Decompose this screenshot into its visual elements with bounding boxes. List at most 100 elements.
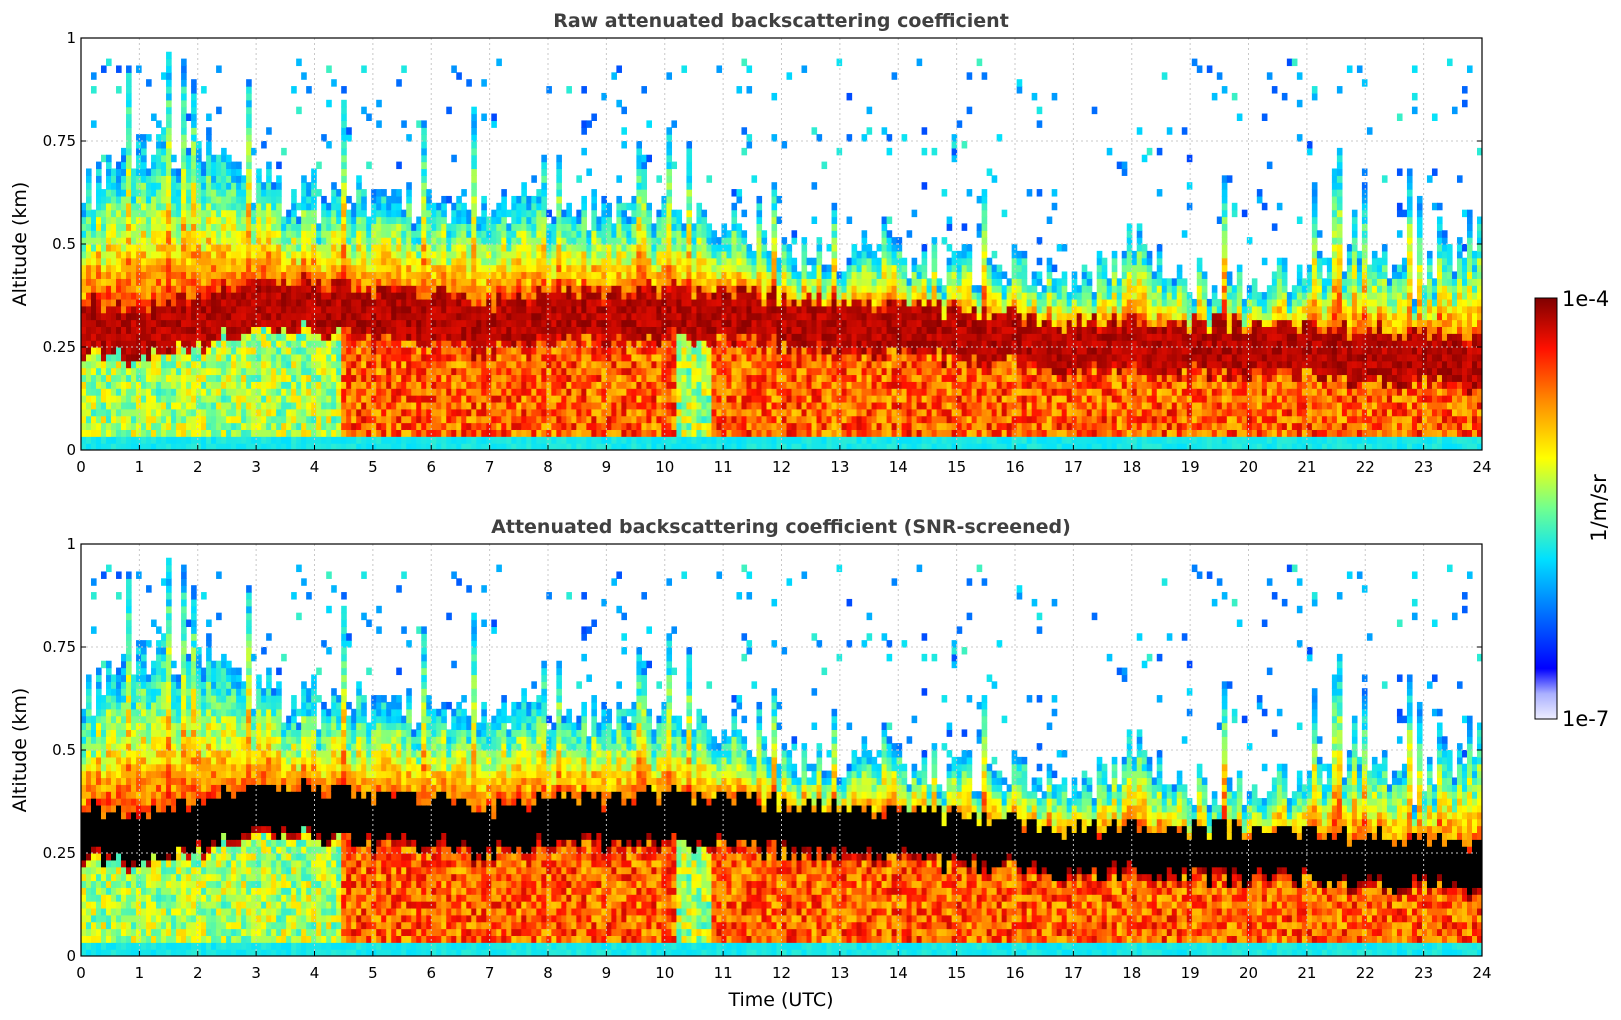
heatmap-cell bbox=[406, 182, 412, 190]
heatmap-cell bbox=[291, 388, 297, 396]
heatmap-cell bbox=[671, 271, 678, 279]
heatmap-cell bbox=[566, 381, 572, 389]
heatmap-cell bbox=[551, 443, 557, 450]
heatmap-cell bbox=[191, 278, 197, 286]
heatmap-cell bbox=[686, 312, 693, 321]
heatmap-cell bbox=[261, 182, 267, 190]
heatmap-cell bbox=[681, 326, 688, 334]
heatmap-cell bbox=[91, 312, 97, 321]
heatmap-cell bbox=[286, 395, 292, 403]
heatmap-cell bbox=[581, 86, 587, 94]
heatmap-cell bbox=[101, 223, 107, 231]
heatmap-cell bbox=[346, 312, 352, 321]
heatmap-cell bbox=[631, 381, 637, 389]
heatmap-cell bbox=[421, 443, 427, 450]
heatmap-cell bbox=[426, 271, 432, 279]
heatmap-cell bbox=[406, 347, 412, 355]
heatmap-cell bbox=[641, 319, 647, 327]
heatmap-cell bbox=[216, 388, 222, 396]
heatmap-cell bbox=[136, 395, 142, 403]
heatmap-cell bbox=[561, 443, 567, 450]
heatmap-cell bbox=[566, 443, 572, 450]
heatmap-cell bbox=[161, 360, 167, 369]
heatmap-cell bbox=[541, 381, 547, 389]
heatmap-cell bbox=[526, 244, 532, 252]
heatmap-cell bbox=[661, 395, 668, 403]
heatmap-cell bbox=[406, 340, 412, 348]
heatmap-cell bbox=[181, 141, 187, 149]
heatmap-cell bbox=[241, 209, 247, 218]
heatmap-cell bbox=[91, 333, 97, 341]
heatmap-cell bbox=[181, 72, 187, 80]
heatmap-cell bbox=[186, 401, 192, 410]
heatmap-cell bbox=[326, 209, 332, 218]
heatmap-cell bbox=[391, 305, 397, 314]
heatmap-cell bbox=[466, 305, 472, 314]
heatmap-cell bbox=[101, 292, 107, 300]
heatmap-cell bbox=[226, 223, 232, 231]
heatmap-cell bbox=[286, 408, 292, 417]
heatmap-cell bbox=[221, 230, 227, 238]
heatmap-cell bbox=[436, 422, 442, 430]
heatmap-cell bbox=[636, 429, 642, 437]
heatmap-cell bbox=[256, 353, 262, 362]
heatmap-cell bbox=[306, 319, 312, 327]
heatmap-cell bbox=[411, 223, 417, 231]
heatmap-cell bbox=[421, 120, 427, 128]
heatmap-cell bbox=[221, 353, 227, 362]
heatmap-cell bbox=[176, 367, 182, 376]
heatmap-cell bbox=[286, 319, 292, 327]
heatmap-cell bbox=[326, 319, 332, 327]
heatmap-cell bbox=[126, 436, 132, 444]
heatmap-cell bbox=[171, 216, 177, 224]
heatmap-cell bbox=[121, 189, 127, 197]
heatmap-cell bbox=[676, 374, 683, 382]
heatmap-cell bbox=[266, 271, 272, 279]
heatmap-cell bbox=[641, 216, 647, 224]
heatmap-cell bbox=[121, 367, 127, 376]
heatmap-cell bbox=[276, 326, 282, 334]
heatmap-cell bbox=[206, 230, 212, 238]
heatmap-cell bbox=[576, 319, 582, 327]
heatmap-cell bbox=[101, 264, 107, 273]
heatmap-cell bbox=[206, 326, 212, 334]
heatmap-cell bbox=[266, 395, 272, 403]
heatmap-cell bbox=[201, 340, 207, 348]
heatmap-cell bbox=[116, 223, 122, 231]
heatmap-cell bbox=[181, 312, 187, 321]
heatmap-cell bbox=[221, 381, 227, 389]
heatmap-cell bbox=[491, 230, 497, 238]
heatmap-cell bbox=[476, 223, 482, 231]
heatmap-cell bbox=[486, 360, 492, 369]
heatmap-cell bbox=[646, 264, 652, 273]
heatmap-cell bbox=[481, 195, 487, 204]
heatmap-cell bbox=[356, 189, 362, 197]
heatmap-cell bbox=[516, 216, 522, 224]
heatmap-cell bbox=[381, 436, 387, 444]
heatmap-cell bbox=[91, 319, 97, 327]
heatmap-cell bbox=[436, 436, 442, 444]
heatmap-cell bbox=[301, 374, 307, 382]
heatmap-cell bbox=[576, 381, 582, 389]
heatmap-cell bbox=[316, 271, 322, 279]
heatmap-cell bbox=[561, 216, 567, 224]
heatmap-cell bbox=[686, 285, 693, 293]
heatmap-cell bbox=[86, 443, 92, 450]
heatmap-cell bbox=[621, 250, 627, 259]
heatmap-cell bbox=[546, 292, 552, 300]
heatmap-cell bbox=[601, 264, 607, 273]
heatmap-cell bbox=[671, 250, 678, 259]
heatmap-cell bbox=[506, 415, 512, 424]
heatmap-cell bbox=[336, 367, 342, 376]
heatmap-cell bbox=[181, 113, 187, 121]
heatmap-cell bbox=[481, 415, 487, 424]
heatmap-cell bbox=[496, 319, 502, 327]
heatmap-cell bbox=[466, 381, 472, 389]
heatmap-cell bbox=[96, 381, 102, 389]
heatmap-cell bbox=[701, 395, 708, 403]
heatmap-cell bbox=[426, 319, 432, 327]
heatmap-cell bbox=[651, 223, 658, 231]
heatmap-cell bbox=[426, 401, 432, 410]
heatmap-cell bbox=[256, 244, 262, 252]
heatmap-cell bbox=[536, 401, 542, 410]
